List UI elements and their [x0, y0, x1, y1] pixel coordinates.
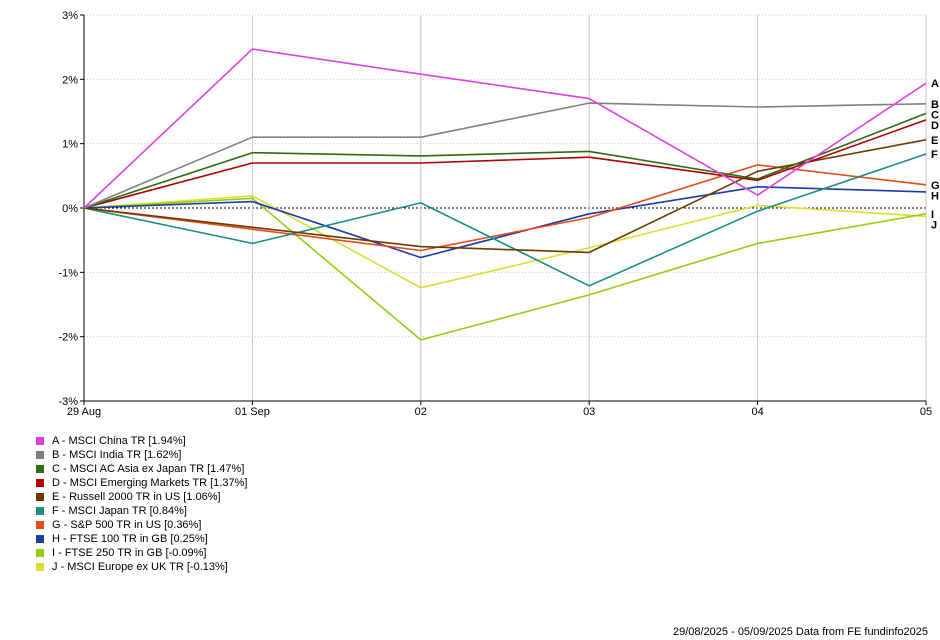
legend-swatch	[36, 549, 44, 557]
series-end-label-d: D	[931, 120, 939, 132]
legend-swatch	[36, 563, 44, 571]
legend-swatch	[36, 479, 44, 487]
y-tick-label: -1%	[58, 267, 78, 279]
series-end-label-i: I	[931, 209, 934, 221]
legend-label: J - MSCI Europe ex UK TR [-0.13%]	[52, 561, 228, 573]
legend-swatch	[36, 507, 44, 515]
x-tick-label: 05	[920, 406, 932, 418]
x-tick-label: 01 Sep	[235, 406, 270, 418]
legend-swatch	[36, 493, 44, 501]
legend-item: E - Russell 2000 TR in US [1.06%]	[36, 490, 247, 504]
legend-label: H - FTSE 100 TR in GB [0.25%]	[52, 533, 208, 545]
legend-swatch	[36, 451, 44, 459]
y-tick-label: 2%	[62, 74, 78, 86]
x-tick-label: 29 Aug	[67, 406, 101, 418]
x-tick-label: 02	[415, 406, 427, 418]
y-tick-label: 0%	[62, 203, 78, 215]
axes: 3% 2% 1% 0% -1% -2% -3%29 Aug 01 Sep 02 03 04 05	[58, 10, 932, 418]
x-tick-label: 04	[751, 406, 763, 418]
legend-label: I - FTSE 250 TR in GB [-0.09%]	[52, 547, 207, 559]
series-line-d	[83, 119, 927, 209]
series-end-label-h: H	[931, 190, 939, 202]
legend-swatch	[36, 465, 44, 473]
legend: A - MSCI China TR [1.94%] B - MSCI India …	[36, 434, 247, 574]
series-line-f	[83, 153, 927, 287]
legend-item: D - MSCI Emerging Markets TR [1.37%]	[36, 476, 247, 490]
legend-label: F - MSCI Japan TR [0.84%]	[52, 505, 187, 517]
legend-item: B - MSCI India TR [1.62%]	[36, 448, 247, 462]
legend-item: A - MSCI China TR [1.94%]	[36, 434, 247, 448]
legend-label: B - MSCI India TR [1.62%]	[52, 449, 182, 461]
legend-label: E - Russell 2000 TR in US [1.06%]	[52, 491, 221, 503]
legend-item: C - MSCI AC Asia ex Japan TR [1.47%]	[36, 462, 247, 476]
series-end-label-j: J	[931, 219, 937, 231]
series-end-label-e: E	[931, 135, 938, 147]
series-line-e	[83, 139, 927, 254]
y-tick-label: 1%	[62, 139, 78, 151]
legend-item: F - MSCI Japan TR [0.84%]	[36, 504, 247, 518]
legend-swatch	[36, 535, 44, 543]
series-line-c	[83, 112, 927, 209]
legend-label: C - MSCI AC Asia ex Japan TR [1.47%]	[52, 463, 245, 475]
legend-swatch	[36, 437, 44, 445]
x-tick-label: 03	[583, 406, 595, 418]
y-tick-label: -3%	[58, 396, 78, 408]
series-line-h	[83, 186, 927, 259]
legend-item: I - FTSE 250 TR in GB [-0.09%]	[36, 546, 247, 560]
series-end-label-c: C	[931, 109, 939, 121]
series-line-i	[83, 197, 927, 341]
series-line-a	[83, 48, 927, 209]
legend-item: G - S&P 500 TR in US [0.36%]	[36, 518, 247, 532]
line-chart: 3% 2% 1% 0% -1% -2% -3%29 Aug 01 Sep 02 03 04 05 AB…	[58, 10, 940, 418]
legend-swatch	[36, 521, 44, 529]
series-end-label-f: F	[931, 149, 938, 161]
series-lines	[83, 48, 927, 341]
series-line-j	[83, 195, 927, 289]
series-line-b	[83, 102, 927, 209]
legend-item: J - MSCI Europe ex UK TR [-0.13%]	[36, 560, 247, 574]
legend-item: H - FTSE 100 TR in GB [0.25%]	[36, 532, 247, 546]
legend-label: D - MSCI Emerging Markets TR [1.37%]	[52, 477, 248, 489]
footer-source-note: 29/08/2025 - 05/09/2025 Data from FE fun…	[672, 626, 928, 638]
series-end-label-a: A	[931, 78, 939, 90]
series-end-label-g: G	[931, 180, 940, 192]
grid	[84, 14, 927, 401]
y-tick-label: -2%	[58, 332, 78, 344]
series-end-label-b: B	[931, 99, 939, 111]
legend-label: A - MSCI China TR [1.94%]	[52, 435, 186, 447]
legend-label: G - S&P 500 TR in US [0.36%]	[52, 519, 202, 531]
y-tick-label: 3%	[62, 10, 78, 22]
